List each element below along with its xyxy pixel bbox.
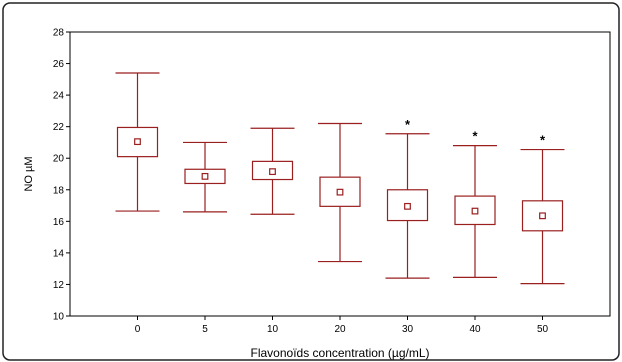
box-20: [318, 122, 362, 263]
x-tick-label: 0: [135, 324, 141, 335]
y-tick-label: 20: [53, 154, 65, 165]
box-series: * * *: [115, 72, 565, 285]
x-tick-label: 50: [537, 324, 549, 335]
box-body: [454, 195, 496, 226]
box-body: [521, 200, 564, 232]
median-marker: [336, 188, 344, 196]
median-marker: [269, 168, 276, 176]
y-tick-label: 24: [53, 91, 65, 102]
y-tick-label: 18: [53, 185, 65, 196]
median-marker: [201, 172, 209, 180]
box-body: [116, 126, 159, 158]
box-30: *: [385, 117, 430, 279]
box-body: [319, 176, 361, 207]
median-marker: [404, 202, 411, 210]
median-marker: [134, 138, 141, 146]
box-10: [250, 127, 295, 215]
box-body: [386, 189, 429, 222]
y-tick-label: 10: [53, 312, 65, 323]
significance-marker: *: [540, 133, 546, 148]
y-tick-label: 14: [53, 248, 65, 259]
x-tick-label: 10: [267, 324, 279, 335]
box-5: [183, 141, 227, 213]
box-40: *: [453, 129, 497, 278]
median-marker: [539, 212, 546, 220]
x-axis-label: Flavonoïds concentration (µg/mL): [251, 346, 430, 360]
box-0: [115, 72, 160, 212]
y-axis: 10 12 14 16 18 20 22 24 26 28: [53, 28, 70, 323]
x-axis: 0 5 10 20 30 40 50: [135, 316, 549, 335]
y-tick-label: 26: [53, 59, 65, 70]
median-marker: [471, 207, 479, 215]
box-body: [251, 160, 294, 181]
y-tick-label: 12: [53, 280, 65, 291]
x-tick-label: 5: [202, 324, 208, 335]
x-tick-label: 20: [334, 324, 346, 335]
significance-marker: *: [472, 129, 478, 144]
box-50: *: [520, 133, 565, 285]
y-tick-label: 22: [53, 122, 65, 133]
y-tick-label: 28: [53, 28, 65, 39]
box-body: [184, 168, 226, 185]
x-tick-label: 30: [402, 324, 414, 335]
y-axis-label: NO µM: [23, 156, 35, 191]
y-tick-label: 16: [53, 217, 65, 228]
x-tick-label: 40: [469, 324, 481, 335]
significance-marker: *: [405, 117, 411, 132]
